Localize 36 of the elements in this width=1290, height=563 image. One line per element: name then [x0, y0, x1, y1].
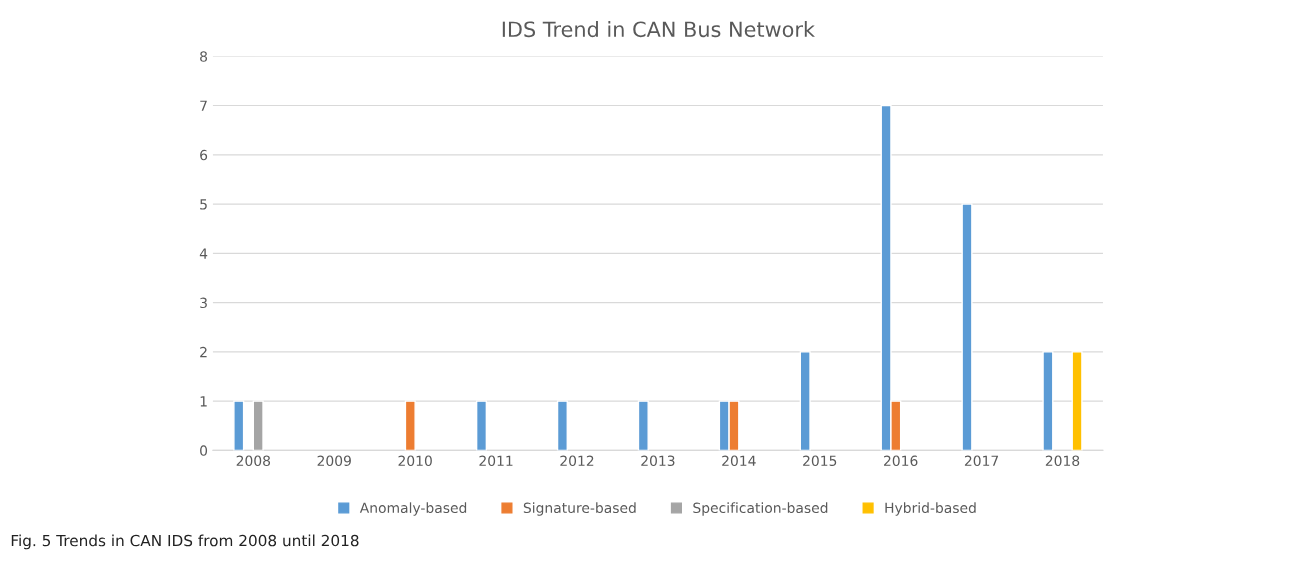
bar: [961, 203, 973, 451]
x-tick-label: 2012: [560, 455, 594, 467]
bar: [404, 400, 416, 451]
legend-label: Signature-based: [523, 502, 636, 516]
y-tick-label: 3: [200, 297, 207, 309]
bar: [475, 400, 488, 451]
x-tick-label: 2010: [398, 455, 432, 467]
bar: [637, 400, 649, 451]
y-tick-label: 5: [200, 199, 207, 210]
legend-label: Anomaly-based: [359, 502, 467, 516]
bar: [1042, 351, 1054, 451]
legend-label: Specification-based: [693, 502, 828, 516]
chart-title: IDS Trend in CAN Bus Network: [502, 21, 815, 38]
x-tick-label: 2017: [964, 455, 999, 467]
y-tick-label: 4: [199, 248, 208, 259]
x-tick-label: 2018: [1045, 455, 1080, 467]
x-tick-label: 2014: [722, 455, 756, 467]
x-tick-label: 2016: [884, 455, 918, 467]
y-tick-label: 7: [200, 100, 207, 111]
bar: [252, 400, 264, 451]
y-tick-label: 1: [200, 396, 207, 407]
y-tick-label: 2: [200, 346, 207, 358]
bar: [1071, 351, 1083, 451]
y-tick-label: 0: [200, 445, 208, 456]
x-tick-label: 2015: [803, 455, 837, 467]
legend-label: Hybrid-based: [885, 502, 976, 516]
x-tick-label: 2011: [479, 455, 513, 467]
y-tick-label: 6: [200, 149, 208, 161]
bar: [799, 351, 811, 451]
caption: Fig. 5 Trends in CAN IDS from 2008 until 2018: [11, 534, 359, 550]
bar: [556, 400, 568, 451]
x-tick-label: 2008: [236, 455, 271, 467]
x-tick-label: 2009: [317, 455, 351, 467]
bar: [233, 400, 245, 451]
y-tick-label: 8: [200, 51, 208, 62]
x-tick-label: 2013: [641, 455, 675, 467]
